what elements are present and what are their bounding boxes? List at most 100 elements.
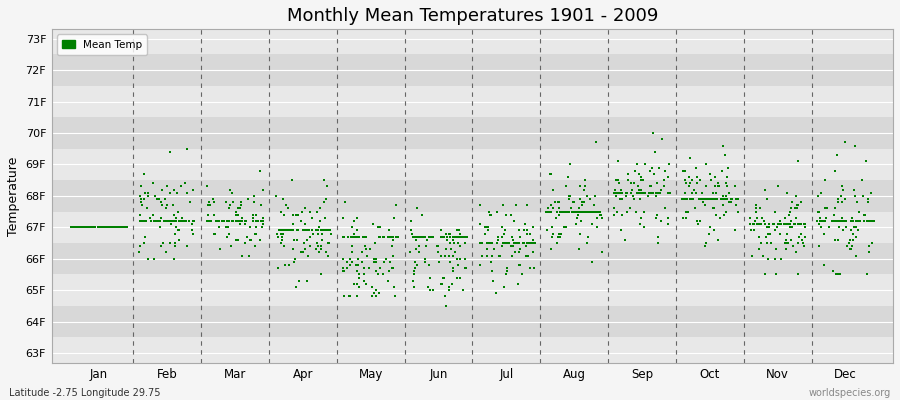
Point [239, 218, 254, 224]
Point [625, 186, 639, 193]
Point [620, 208, 634, 215]
Point [709, 196, 724, 202]
Point [436, 274, 451, 281]
Point [87, 224, 102, 230]
Point [867, 218, 881, 224]
Point [829, 271, 843, 278]
Point [274, 208, 288, 215]
Point [831, 218, 845, 224]
Point [642, 190, 656, 196]
Point [107, 224, 122, 230]
Point [508, 240, 522, 246]
Point [248, 218, 263, 224]
Point [206, 199, 220, 205]
Point [862, 249, 877, 256]
Point [680, 215, 694, 221]
Point [527, 240, 542, 246]
Point [212, 218, 227, 224]
Point [280, 227, 294, 234]
Point [810, 208, 824, 215]
Point [167, 186, 182, 193]
Point [566, 208, 580, 215]
Point [491, 234, 505, 240]
Point [158, 249, 173, 256]
Point [302, 234, 317, 240]
Point [64, 224, 78, 230]
Point [623, 205, 637, 212]
Point [516, 240, 530, 246]
Point [168, 243, 183, 249]
Point [836, 218, 850, 224]
Point [652, 164, 666, 171]
Point [485, 240, 500, 246]
Point [235, 252, 249, 259]
Point [562, 208, 576, 215]
Point [693, 218, 707, 224]
Point [440, 234, 454, 240]
Point [585, 259, 599, 265]
Point [104, 224, 118, 230]
Point [760, 230, 775, 237]
Point [144, 218, 158, 224]
Point [232, 218, 247, 224]
Point [176, 218, 190, 224]
Point [132, 249, 147, 256]
Bar [51, 243, 893, 274]
Point [246, 215, 260, 221]
Point [782, 224, 796, 230]
Point [374, 234, 388, 240]
Point [206, 196, 220, 202]
Point [678, 177, 692, 183]
Point [110, 224, 124, 230]
Point [238, 218, 253, 224]
Point [356, 234, 371, 240]
Point [148, 218, 162, 224]
Point [549, 215, 563, 221]
Point [161, 218, 176, 224]
Point [317, 199, 331, 205]
Point [566, 199, 580, 205]
Point [483, 240, 498, 246]
Point [770, 224, 785, 230]
Point [646, 190, 661, 196]
Point [178, 218, 193, 224]
Point [172, 227, 186, 234]
Point [565, 208, 580, 215]
Point [436, 234, 450, 240]
Point [834, 218, 849, 224]
Point [544, 224, 559, 230]
Point [412, 249, 427, 256]
Point [100, 224, 114, 230]
Point [580, 234, 595, 240]
Point [662, 190, 677, 196]
Point [779, 237, 794, 243]
Point [756, 252, 770, 259]
Point [77, 224, 92, 230]
Point [703, 171, 717, 177]
Point [220, 234, 234, 240]
Point [64, 224, 78, 230]
Point [857, 212, 871, 218]
Point [504, 234, 518, 240]
Point [791, 202, 806, 208]
Point [350, 256, 365, 262]
Point [215, 218, 230, 224]
Point [485, 252, 500, 259]
Point [716, 196, 731, 202]
Point [611, 190, 625, 196]
Point [474, 240, 489, 246]
Point [378, 256, 392, 262]
Point [590, 215, 604, 221]
Point [153, 224, 167, 230]
Point [169, 215, 184, 221]
Point [376, 271, 391, 278]
Point [424, 234, 438, 240]
Point [203, 218, 218, 224]
Point [708, 183, 723, 190]
Point [277, 227, 292, 234]
Point [69, 224, 84, 230]
Point [714, 196, 728, 202]
Point [105, 224, 120, 230]
Point [446, 237, 460, 243]
Point [422, 234, 436, 240]
